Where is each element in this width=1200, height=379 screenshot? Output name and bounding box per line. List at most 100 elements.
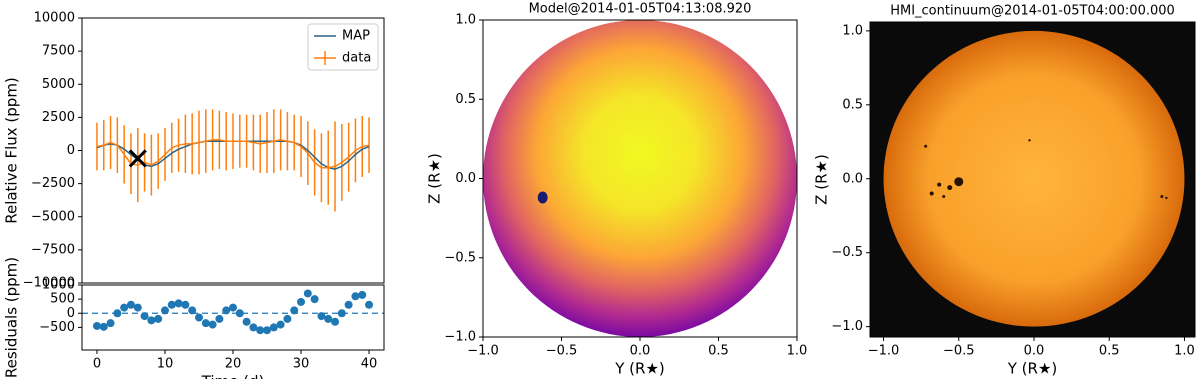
sunspot: [1160, 195, 1164, 199]
point: [310, 295, 319, 304]
point: [147, 316, 156, 325]
y-tick-label: −0.5: [444, 250, 476, 265]
x-tick-label: −1.0: [467, 344, 499, 359]
point: [337, 309, 346, 318]
y-tick-label: 2500: [42, 110, 75, 125]
y-tick-label: −500: [39, 320, 75, 335]
chart-title: Model@2014-01-05T04:13:08.920: [529, 2, 752, 17]
point: [133, 303, 142, 312]
x-tick-label: 1.0: [1174, 344, 1195, 359]
y-tick-label: 0: [67, 306, 75, 321]
point: [222, 306, 231, 315]
y-tick-label: 500: [50, 292, 75, 307]
point: [154, 314, 163, 323]
y-tick-label: 0.0: [842, 171, 863, 186]
spot: [537, 191, 548, 204]
sunspot: [1165, 196, 1168, 200]
point: [276, 320, 285, 329]
x-axis-label: Time (d): [201, 373, 265, 379]
stellar-disk: [483, 20, 797, 337]
marker: [128, 149, 147, 168]
point: [365, 300, 374, 309]
legend-label: MAP: [342, 29, 370, 44]
x-tick-label: −0.5: [943, 344, 975, 359]
point: [297, 297, 306, 306]
point: [208, 320, 217, 329]
point: [120, 303, 129, 312]
y-tick-label: −10000: [23, 276, 75, 291]
x-tick-label: 0.0: [1024, 344, 1045, 359]
y-tick-label: 7500: [42, 44, 75, 59]
point: [303, 289, 312, 298]
legend-label: data: [342, 51, 371, 66]
axes-frame: [869, 21, 1196, 338]
x-tick-label: 1.0: [787, 344, 808, 359]
point: [99, 322, 108, 331]
point: [181, 300, 190, 309]
x-tick-label: 0: [93, 357, 101, 372]
x-axis-label: Y (R★): [1007, 360, 1058, 378]
legend: MAP data: [307, 23, 379, 71]
x-axis-label: Y (R★): [614, 360, 665, 378]
point: [194, 313, 203, 322]
point: [351, 292, 360, 301]
x-tick-label: 20: [225, 357, 242, 372]
point: [235, 309, 244, 318]
sunspot: [942, 195, 946, 199]
x-tick-label: 0.5: [1099, 344, 1120, 359]
point: [331, 317, 340, 326]
point: [283, 314, 292, 323]
sunspot: [954, 177, 964, 187]
point: [269, 323, 278, 332]
point: [167, 300, 176, 309]
point: [92, 321, 101, 330]
y-tick-label: −5000: [31, 209, 75, 224]
y-tick-label: −1.0: [444, 330, 476, 345]
x-tick-label: −1.0: [868, 344, 900, 359]
point: [113, 309, 122, 318]
point: [215, 314, 224, 323]
point: [174, 299, 183, 308]
point: [344, 300, 353, 309]
point: [358, 290, 367, 299]
y-tick-label: 1.0: [455, 13, 476, 28]
solar-disk: [883, 30, 1185, 327]
y-axis-label: Z (R★): [426, 153, 444, 204]
point: [290, 306, 299, 315]
y-tick-label: 0.5: [842, 97, 863, 112]
x-tick-label: −0.5: [546, 344, 578, 359]
sunspot: [947, 185, 953, 191]
y-tick-label: 0.0: [455, 171, 476, 186]
x-tick-label: 0.5: [708, 344, 729, 359]
point: [324, 314, 333, 323]
sunspot: [1028, 139, 1031, 142]
x-tick-label: 40: [361, 357, 378, 372]
y-tick-label: −2500: [31, 176, 75, 191]
point: [160, 306, 169, 315]
x-tick-label: 0.0: [630, 344, 651, 359]
point: [256, 326, 265, 335]
y-axis-label: Residuals (ppm): [3, 257, 21, 378]
point: [201, 319, 210, 328]
y-axis-label: Z (R★): [813, 154, 831, 205]
sunspot: [937, 182, 942, 187]
sunspot: [924, 144, 928, 148]
point: [317, 312, 326, 321]
y-tick-label: 10000: [34, 11, 75, 26]
chart-title: HMI_continuum@2014-01-05T04:00:00.000: [890, 4, 1175, 19]
y-axis-label: Relative Flux (ppm): [3, 77, 21, 224]
y-tick-label: 0.5: [455, 92, 476, 107]
sunspot: [929, 191, 934, 196]
point: [242, 317, 251, 326]
point: [263, 326, 272, 335]
y-tick-label: 1.0: [842, 23, 863, 38]
point: [249, 323, 258, 332]
point: [106, 319, 115, 328]
x-tick-label: 30: [293, 357, 310, 372]
x-tick-label: 10: [157, 357, 174, 372]
y-tick-label: 0: [67, 143, 75, 158]
y-tick-label: 5000: [42, 77, 75, 92]
y-tick-label: 1000: [42, 278, 75, 293]
axes-frame: [81, 284, 385, 351]
